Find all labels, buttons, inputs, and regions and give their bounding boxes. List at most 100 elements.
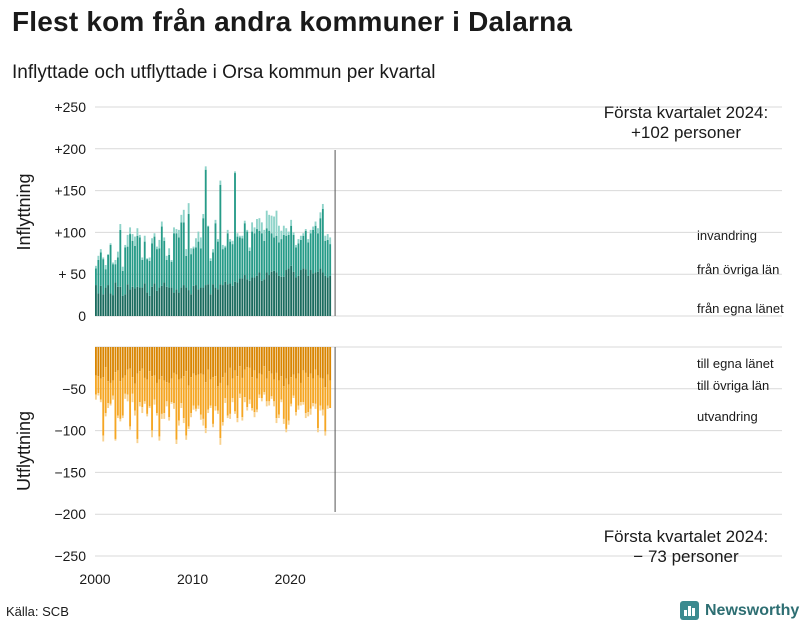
bar-in-own <box>180 287 183 316</box>
bar-out-own <box>97 347 100 377</box>
bar-out-own <box>321 347 324 379</box>
bar-in-own <box>326 277 329 316</box>
bar-out-abroad <box>295 412 297 416</box>
bar-out-own <box>307 347 310 378</box>
bar-in-other <box>314 225 317 273</box>
bar-in-own <box>121 295 124 316</box>
bar-out-abroad <box>146 413 149 417</box>
bar-in-other <box>290 225 293 266</box>
bar-in-own <box>260 280 263 316</box>
bar-in-abroad <box>224 245 227 248</box>
bar-in-other <box>112 264 114 296</box>
bar-in-abroad <box>243 220 246 224</box>
bar-in-abroad <box>204 166 207 170</box>
bar-out-other <box>163 380 166 414</box>
bar-in-abroad <box>156 246 158 250</box>
bar-out-own <box>270 347 273 374</box>
bar-out-other <box>212 377 214 424</box>
bar-in-other <box>119 229 122 287</box>
bar-out-own <box>324 347 327 388</box>
bar-in-abroad <box>297 239 300 244</box>
bar-out-other <box>268 371 271 402</box>
bar-in-abroad <box>197 231 200 242</box>
bar-in-abroad <box>95 265 97 269</box>
bar-in-abroad <box>312 226 315 230</box>
bar-in-other <box>124 247 127 295</box>
bar-out-own <box>314 347 317 370</box>
bar-out-other <box>329 380 332 409</box>
bar-in-own <box>304 269 307 316</box>
bar-out-abroad <box>126 394 129 402</box>
bar-in-abroad <box>119 224 122 230</box>
bar-out-other <box>177 379 180 421</box>
bar-out-own <box>263 347 266 367</box>
bar-in-other <box>234 173 236 282</box>
bar-out-other <box>251 377 254 409</box>
bar-out-own <box>278 347 280 381</box>
bar-out-own <box>180 347 183 379</box>
bar-out-own <box>129 347 132 369</box>
bar-out-other <box>214 376 217 407</box>
bar-out-other <box>234 370 236 412</box>
bar-out-own <box>236 347 239 377</box>
bar-in-own <box>248 280 251 316</box>
y-tick-label: −100 <box>54 423 86 439</box>
bar-out-abroad <box>236 418 239 423</box>
bar-out-abroad <box>248 399 251 404</box>
bar-out-own <box>234 347 236 371</box>
bar-out-other <box>207 369 210 410</box>
bar-out-own <box>204 347 207 383</box>
bar-out-abroad <box>253 412 256 418</box>
bar-in-abroad <box>107 254 110 255</box>
bar-in-other <box>131 240 134 287</box>
bar-in-other <box>146 259 149 293</box>
bar-out-other <box>312 378 315 404</box>
bar-in-own <box>156 290 158 316</box>
bar-out-own <box>182 347 185 377</box>
bar-in-own <box>153 283 156 316</box>
bar-out-other <box>263 366 266 393</box>
bar-out-abroad <box>99 399 102 403</box>
bar-in-abroad <box>190 248 193 255</box>
bar-out-other <box>246 367 249 408</box>
bar-out-own <box>287 347 290 385</box>
bar-in-other <box>102 259 105 295</box>
bar-in-abroad <box>256 219 258 230</box>
bar-out-abroad <box>324 431 327 436</box>
bar-out-other <box>136 373 139 439</box>
bar-in-other <box>134 245 136 289</box>
bar-in-own <box>253 277 256 316</box>
bar-out-abroad <box>170 402 173 404</box>
bar-out-abroad <box>134 410 136 416</box>
bar-in-abroad <box>192 246 195 249</box>
bar-out-other <box>146 379 149 414</box>
bar-in-other <box>199 248 202 288</box>
bar-out-abroad <box>312 403 315 407</box>
bar-out-own <box>221 347 224 378</box>
bar-out-other <box>243 369 246 398</box>
bar-out-abroad <box>297 405 300 410</box>
bar-out-own <box>102 347 105 378</box>
bar-in-abroad <box>231 240 234 245</box>
bar-out-abroad <box>246 407 249 411</box>
bar-in-abroad <box>290 219 293 226</box>
bar-in-other <box>197 241 200 290</box>
bar-out-abroad <box>158 436 161 441</box>
bar-in-own <box>251 277 254 316</box>
bar-in-own <box>138 287 141 316</box>
bar-out-own <box>148 347 151 372</box>
bar-out-own <box>146 347 149 380</box>
bar-in-other <box>263 240 266 280</box>
bar-in-other <box>107 254 110 286</box>
bar-in-abroad <box>116 251 119 258</box>
bar-out-abroad <box>302 402 305 405</box>
bar-out-own <box>295 347 297 379</box>
bar-out-own <box>124 347 127 376</box>
bar-in-other <box>221 249 224 286</box>
bar-out-own <box>209 347 212 380</box>
bar-out-own <box>197 347 200 375</box>
bar-out-own <box>226 347 229 386</box>
bar-in-own <box>270 271 273 316</box>
bar-out-own <box>151 347 153 377</box>
bar-out-other <box>112 380 114 396</box>
